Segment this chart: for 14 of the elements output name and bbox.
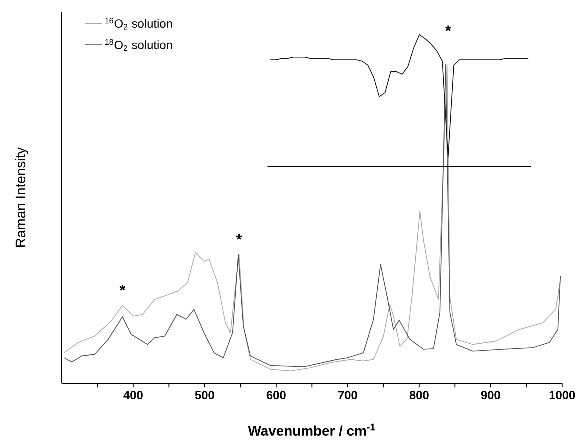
annotation: * — [236, 234, 242, 240]
annotation: * — [120, 285, 126, 291]
text: Wavenumber / cm$^{-1}$ — [248, 424, 376, 436]
x-tick-label: 500 — [195, 391, 214, 400]
legend-label: $^{16}$O$_{2}$ solution — [106, 18, 172, 30]
y-axis-title: Raman Intensity — [15, 148, 28, 248]
x-tick-label: 1000 — [550, 391, 576, 400]
x-tick-label: 600 — [266, 391, 286, 400]
x-tick-label: 700 — [338, 391, 358, 400]
legend-label: $^{18}$O$_{2}$ solution — [106, 40, 172, 52]
x-tick-label: 800 — [410, 391, 429, 400]
x-tick-label: 900 — [481, 391, 500, 400]
x-tick-label: 400 — [124, 391, 143, 400]
text: * — [446, 26, 452, 32]
